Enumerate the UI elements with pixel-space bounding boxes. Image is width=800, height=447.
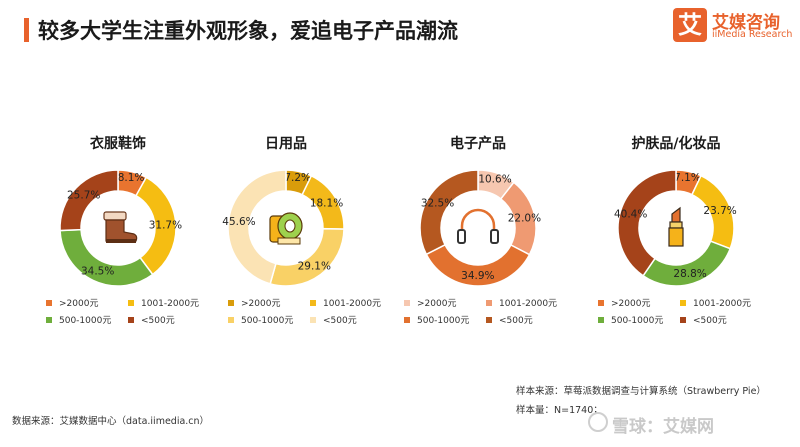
chart-title-electronics: 电子产品 bbox=[450, 136, 506, 152]
headphones-icon bbox=[457, 208, 499, 244]
legend-swatch bbox=[680, 316, 686, 323]
chart-title-daily-goods: 日用品 bbox=[265, 136, 307, 152]
legend-swatch bbox=[310, 299, 316, 306]
slice-label: 7.2% bbox=[284, 172, 311, 184]
slice-label: 28.8% bbox=[673, 268, 706, 280]
slice-label: 32.5% bbox=[421, 198, 454, 210]
data-source: 数据来源：艾媒数据中心（data.iimedia.cn） bbox=[12, 416, 210, 427]
legend-swatch bbox=[46, 299, 52, 306]
slice-label: 18.1% bbox=[310, 198, 343, 210]
slice-label: 45.6% bbox=[222, 216, 255, 228]
chart-title-clothing: 衣服鞋饰 bbox=[90, 136, 146, 152]
title-accent-bar bbox=[24, 18, 29, 42]
slice-label: 23.7% bbox=[703, 205, 736, 217]
sample-source: 样本来源：草莓派数据调查与计算系统（Strawberry Pie） bbox=[516, 386, 766, 397]
legend-label: 1001-2000元 bbox=[141, 299, 200, 309]
legend-label: >2000元 bbox=[611, 299, 651, 309]
legend-item: >2000元 bbox=[46, 296, 98, 309]
legend-label: 1001-2000元 bbox=[499, 299, 558, 309]
legend-label: <500元 bbox=[693, 316, 727, 326]
legend-item: 1001-2000元 bbox=[680, 296, 751, 309]
donut-chart-skincare: 7.1% 23.7% 28.8% 40.4% bbox=[614, 169, 737, 287]
legend-label: <500元 bbox=[323, 316, 357, 326]
legend-label: >2000元 bbox=[59, 299, 99, 309]
toilet-paper-icon bbox=[269, 212, 303, 245]
boot-icon bbox=[103, 211, 138, 243]
slice-label: 31.7% bbox=[149, 219, 182, 231]
legend-item: >2000元 bbox=[404, 296, 456, 309]
legend-item: 500-1000元 bbox=[228, 313, 293, 326]
watermark-text: 雪球：艾媒网 bbox=[612, 417, 714, 437]
legend-swatch bbox=[404, 299, 410, 306]
slice-label: 40.4% bbox=[614, 208, 647, 220]
slice-label: 34.9% bbox=[461, 270, 494, 282]
donut-slice bbox=[617, 169, 677, 277]
legend-item: >2000元 bbox=[598, 296, 650, 309]
legend-item: 1001-2000元 bbox=[486, 296, 557, 309]
donut-chart-clothing: 8.1% 31.7% 34.5% 25.7% bbox=[59, 169, 182, 287]
legend-label: 500-1000元 bbox=[59, 316, 112, 326]
legend-item: 500-1000元 bbox=[598, 313, 663, 326]
legend-swatch bbox=[310, 316, 316, 323]
legend-swatch bbox=[598, 299, 604, 306]
iimedia-logo-icon: 艾 bbox=[673, 8, 707, 42]
donut-slice bbox=[227, 169, 287, 285]
legend-swatch bbox=[680, 299, 686, 306]
legend-swatch bbox=[486, 316, 492, 323]
legend-label: >2000元 bbox=[241, 299, 281, 309]
legend-swatch bbox=[128, 316, 134, 323]
logo-text-en: iiMedia Research bbox=[712, 29, 793, 40]
legend-item: 1001-2000元 bbox=[310, 296, 381, 309]
legend-label: 500-1000元 bbox=[241, 316, 294, 326]
legend-item: <500元 bbox=[128, 313, 175, 326]
slice-label: 22.0% bbox=[508, 212, 541, 224]
legend-swatch bbox=[228, 299, 234, 306]
legend-item: <500元 bbox=[486, 313, 533, 326]
legend-item: 1001-2000元 bbox=[128, 296, 199, 309]
legend-swatch bbox=[404, 316, 410, 323]
logo-text-cn: 艾媒咨询 bbox=[712, 13, 780, 33]
legend-item: 500-1000元 bbox=[46, 313, 111, 326]
slice-label: 29.1% bbox=[298, 261, 331, 273]
legend-item: <500元 bbox=[310, 313, 357, 326]
slice-label: 8.1% bbox=[118, 172, 145, 184]
donut-chart-daily-goods: 7.2% 18.1% 29.1% 45.6% bbox=[222, 169, 345, 287]
page-title: 较多大学生注重外观形象，爱追电子产品潮流 bbox=[38, 19, 458, 43]
legend-swatch bbox=[598, 316, 604, 323]
legend-item: <500元 bbox=[680, 313, 727, 326]
slice-label: 10.6% bbox=[478, 173, 511, 185]
legend-swatch bbox=[128, 299, 134, 306]
slice-label: 7.1% bbox=[674, 172, 701, 184]
sample-size: 样本量：N=1740； bbox=[516, 405, 603, 416]
legend-swatch bbox=[46, 316, 52, 323]
chart-title-skincare: 护肤品/化妆品 bbox=[631, 136, 721, 152]
legend-swatch bbox=[486, 299, 492, 306]
legend-item: >2000元 bbox=[228, 296, 280, 309]
slice-label: 34.5% bbox=[81, 265, 114, 277]
legend-item: 500-1000元 bbox=[404, 313, 469, 326]
xueqiu-watermark-icon bbox=[588, 412, 608, 432]
legend-label: 500-1000元 bbox=[417, 316, 470, 326]
legend-label: <500元 bbox=[141, 316, 175, 326]
legend-label: 1001-2000元 bbox=[693, 299, 752, 309]
legend-swatch bbox=[228, 316, 234, 323]
legend-label: <500元 bbox=[499, 316, 533, 326]
lipstick-icon bbox=[668, 206, 684, 247]
legend-label: 500-1000元 bbox=[611, 316, 664, 326]
legend-label: >2000元 bbox=[417, 299, 457, 309]
legend-label: 1001-2000元 bbox=[323, 299, 382, 309]
donut-slice bbox=[419, 169, 479, 256]
slice-label: 25.7% bbox=[67, 190, 100, 202]
donut-slice bbox=[59, 169, 119, 232]
donut-chart-electronics: 10.6% 22.0% 34.9% 32.5% bbox=[419, 169, 541, 287]
